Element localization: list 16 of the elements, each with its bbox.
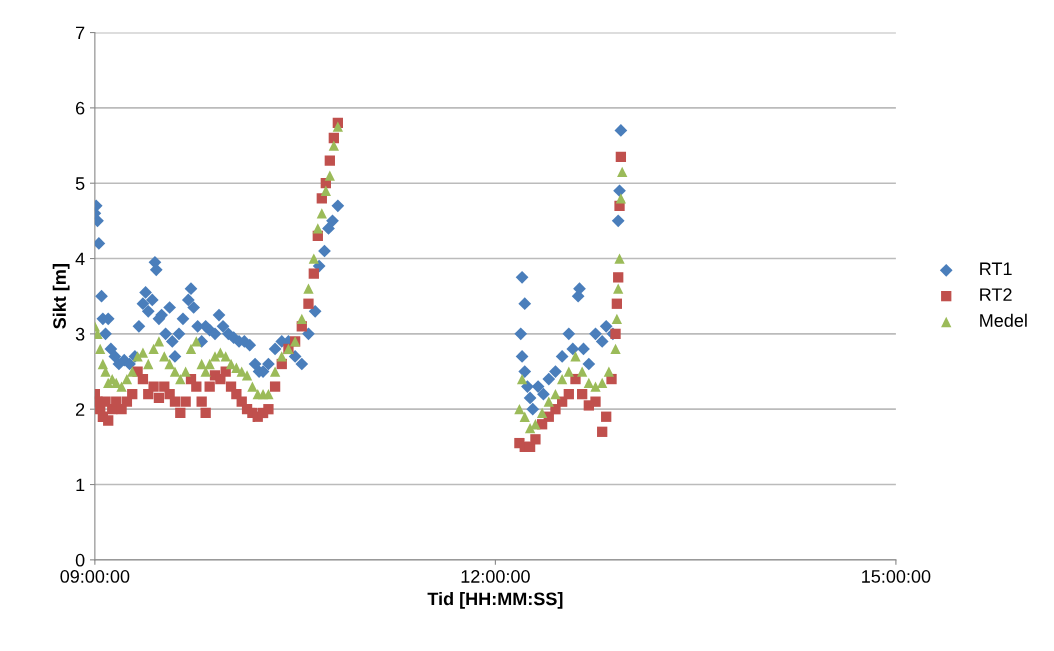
legend-label: RT1	[980, 262, 1012, 276]
y-tick-label: 7	[76, 26, 85, 40]
x-tick-label: 09:00:00	[60, 570, 130, 583]
y-axis-title: Sikt [m]	[52, 264, 70, 329]
y-tick-label: 4	[75, 252, 85, 266]
y-tick-label: 6	[76, 101, 85, 115]
y-tick-label: 5	[75, 177, 85, 190]
legend-label: Medel	[980, 313, 1027, 327]
y-tick-label: 0	[75, 553, 85, 567]
y-tick-label: 2	[76, 403, 85, 416]
y-tick-label: 3	[75, 327, 85, 341]
legend-label: RT2	[980, 288, 1012, 301]
x-tick-label: 15:00:00	[862, 570, 931, 583]
y-tick-label: 1	[76, 478, 85, 492]
x-tick-label: 12:00:00	[461, 570, 530, 583]
x-axis-title: Tid [HH:MM:SS]	[427, 591, 563, 609]
